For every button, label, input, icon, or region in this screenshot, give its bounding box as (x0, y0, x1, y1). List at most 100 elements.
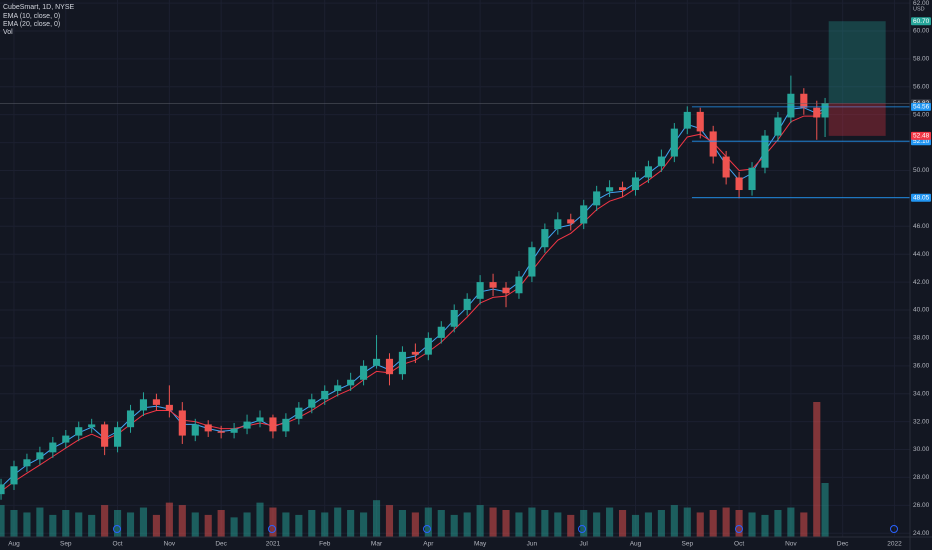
candle-body (593, 191, 601, 206)
y-tick-label: 54.00 (913, 111, 930, 118)
candle-body (437, 326, 445, 338)
volume-bar (36, 507, 44, 537)
volume-bar (230, 517, 238, 537)
y-tick-label: 62.00 (913, 0, 930, 7)
volume-bar (126, 512, 135, 537)
dividend-marker[interactable] (735, 525, 743, 533)
volume-bar (787, 507, 795, 537)
candle-body (463, 298, 471, 311)
volume-bar (618, 510, 627, 537)
candle-body (580, 205, 588, 224)
volume-bar (541, 510, 549, 537)
candle-body (398, 351, 406, 375)
legend-entry: Vol (3, 29, 13, 36)
volume-bar (217, 510, 225, 537)
x-tick-label: Dec (215, 541, 227, 548)
x-tick-label: Nov (164, 541, 176, 548)
x-tick-label: Feb (319, 541, 331, 548)
candle-body (554, 219, 562, 230)
candle-body (165, 404, 173, 411)
x-tick-label: 2022 (887, 541, 902, 548)
x-tick-label: Apr (423, 541, 434, 548)
candle-body (515, 276, 523, 294)
candle-body (152, 399, 160, 405)
volume-bar (139, 507, 148, 537)
price-badge (911, 193, 931, 202)
candle-body (618, 187, 627, 191)
dividend-marker[interactable] (423, 525, 431, 533)
volume-bar (761, 514, 769, 537)
candle-body (334, 385, 342, 391)
candle-body (49, 442, 57, 453)
volume-bar (748, 512, 756, 537)
volume-bar (308, 510, 316, 537)
volume-bar (463, 512, 471, 537)
loss-zone (828, 103, 886, 136)
candle-body (88, 424, 96, 428)
candle-body (178, 410, 186, 436)
y-tick-label: 34.00 (913, 390, 930, 397)
x-tick-label: Aug (630, 541, 642, 548)
volume-bar (735, 510, 743, 537)
candle-body (774, 117, 782, 136)
volume-bar (580, 510, 588, 537)
volume-bar (204, 514, 212, 537)
volume-bar (256, 502, 264, 537)
candle-body (424, 337, 432, 355)
candle-body (308, 399, 316, 408)
y-tick-label: 44.00 (913, 251, 930, 258)
volume-bar (631, 514, 640, 537)
volume-bar (670, 505, 678, 537)
candle-body (269, 417, 277, 432)
volume-bar (476, 505, 484, 537)
candle-body (502, 287, 510, 294)
earnings-marker[interactable] (890, 525, 898, 533)
candle-body (126, 410, 135, 428)
volume-bar (722, 507, 730, 537)
x-tick-label: 2021 (266, 541, 281, 548)
candle-body (476, 282, 484, 299)
volume-bar (360, 512, 368, 537)
x-tick-label: Sep (60, 541, 72, 548)
volume-bar (165, 502, 173, 537)
volume-bar (657, 510, 665, 537)
y-tick-label: 38.00 (913, 335, 930, 342)
volume-bar (450, 514, 458, 537)
dividend-marker[interactable] (578, 525, 586, 533)
y-tick-label: 36.00 (913, 363, 930, 370)
y-tick-label: 24.00 (913, 530, 930, 537)
candle-body (709, 131, 717, 157)
legend-entry: EMA (20, close, 0) (3, 21, 60, 28)
volume-bar (178, 505, 186, 537)
dividend-marker[interactable] (113, 525, 121, 533)
price-badge-label: 60.70 (913, 18, 930, 25)
volume-bar (696, 512, 704, 537)
volume-bar (334, 507, 342, 537)
y-tick-label: 42.00 (913, 279, 930, 286)
price-badge (911, 131, 931, 140)
dividend-marker[interactable] (268, 525, 276, 533)
candle-body (606, 187, 614, 192)
candle-body (23, 459, 31, 467)
x-tick-label: Aug (8, 541, 20, 548)
volume-bar (411, 512, 419, 537)
volume-bar (152, 514, 160, 537)
candle-body (360, 365, 368, 380)
candle-body (75, 427, 83, 436)
volume-bar (424, 507, 432, 537)
candle-body (722, 156, 730, 178)
volume-bar (515, 512, 523, 537)
candle-body (821, 103, 829, 118)
y-tick-label: 46.00 (913, 223, 930, 230)
volume-bar (606, 507, 614, 537)
volume-bar (567, 514, 575, 537)
candle-body (800, 93, 808, 108)
volume-bar (243, 512, 251, 537)
x-tick-label: Jul (580, 541, 589, 548)
candle-body (631, 177, 640, 191)
candle-body (657, 156, 665, 167)
volume-bar (683, 507, 691, 537)
volume-bar (385, 505, 394, 537)
y-tick-label: 56.00 (913, 83, 930, 90)
